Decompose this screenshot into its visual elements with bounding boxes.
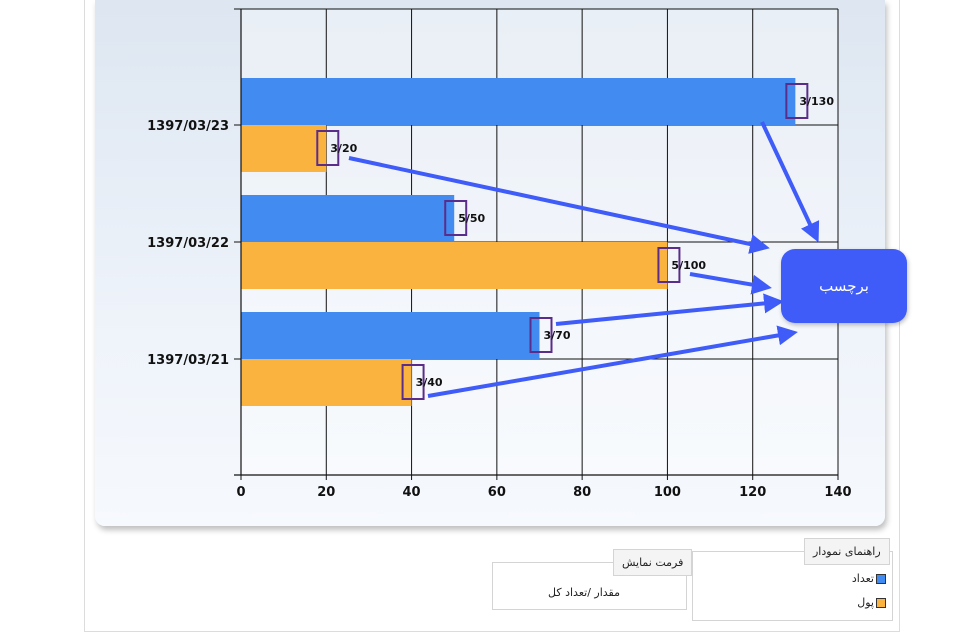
annotation-arrow [348,156,770,254]
legend-swatch-money [876,597,886,608]
label-highlight-box [401,364,425,400]
x-tick-label: 120 [739,485,766,500]
axes: 0 20 40 60 80 100 120 140 1397/03/23 1397/03/22 13… [147,8,852,500]
annotation-arrow [760,121,820,243]
data-label: 3/130 [799,95,834,108]
x-tick-label: 60 [488,485,506,500]
x-tick-label: 80 [573,485,591,500]
bars [241,78,796,406]
bar [241,125,327,172]
data-label: 3/70 [544,329,571,342]
label-highlight-box [444,200,468,236]
legend-label-count: تعداد [851,572,874,585]
format-value[interactable]: مقدار /تعداد کل [548,586,620,599]
legend-label-money: پول [857,596,874,609]
legend-item-money[interactable]: پول [857,596,886,609]
annotation-arrows [348,121,820,398]
bar [241,242,668,289]
legend-item-count[interactable]: تعداد [852,572,886,585]
callout-text: برچسب [819,277,869,295]
data-label: 3/40 [416,376,443,389]
label-highlight-box [316,130,340,166]
y-category-label: 1397/03/21 [147,353,229,368]
annotation-arrow [555,293,784,326]
label-callout: برچسب [781,249,907,323]
annotation-arrow [689,272,772,295]
x-tick-label: 40 [403,485,421,500]
bar [241,312,540,359]
y-category-label: 1397/03/22 [147,236,229,251]
data-labels: 3/130 5/50 3/70 3/20 5/100 3/40 [316,83,834,400]
legend-swatch-count [876,573,886,584]
label-highlight-box [657,247,681,283]
data-label: 5/100 [671,259,706,272]
x-tick-label: 140 [824,485,851,500]
bar [241,195,455,242]
x-tick-label: 100 [654,485,681,500]
bar [241,359,412,406]
label-highlight-box [785,83,809,119]
y-category-label: 1397/03/23 [147,119,229,134]
data-label: 3/20 [330,142,357,155]
format-panel-title: فرمت نمایش [613,549,693,576]
x-tick-label: 0 [236,485,245,500]
legend-panel-title: راهنمای نمودار [804,538,890,565]
annotation-arrow [427,325,798,398]
bar [241,78,796,125]
label-highlight-box [529,317,553,353]
x-tick-label: 20 [317,485,335,500]
data-label: 5/50 [458,212,485,225]
